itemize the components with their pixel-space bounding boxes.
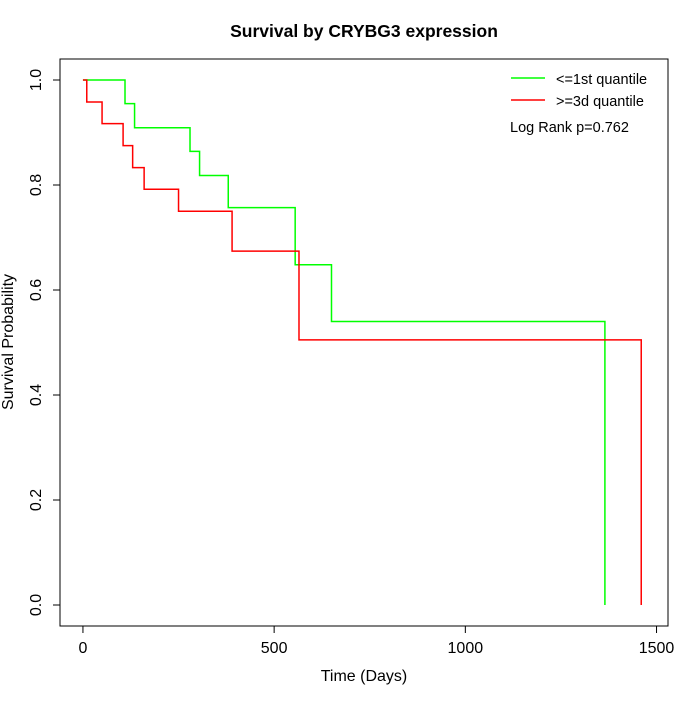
chart-title: Survival by CRYBG3 expression [230,21,498,41]
x-tick-label: 1500 [639,640,675,657]
x-axis: 0 500 1000 1500 [78,625,675,657]
y-axis: 0.0 0.2 0.4 0.6 0.8 1.0 [28,69,61,616]
x-axis-label: Time (Days) [321,668,408,685]
series-layer [82,79,642,605]
legend: <=1st quantile >=3d quantile [511,72,647,110]
legend-label-high: >=3d quantile [556,94,644,110]
x-tick-label: 0 [78,640,87,657]
log-rank-annotation: Log Rank p=0.762 [510,120,629,136]
y-tick-label: 0.6 [28,279,45,301]
y-tick-label: 0.4 [28,384,45,406]
x-tick-label: 1000 [448,640,484,657]
survival-curve-low-quantile [82,79,606,605]
y-axis-label: Survival Probability [0,274,17,410]
y-tick-label: 0.0 [28,594,45,616]
y-tick-label: 0.2 [28,489,45,511]
legend-label-low: <=1st quantile [556,72,647,88]
survival-curve-high-quantile [82,79,642,605]
y-tick-label: 1.0 [28,69,45,91]
y-tick-label: 0.8 [28,174,45,196]
x-tick-label: 500 [261,640,288,657]
